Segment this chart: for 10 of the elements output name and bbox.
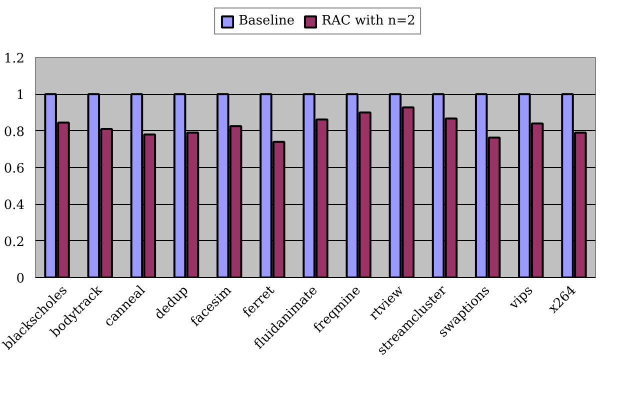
y-tick-label: 0.8	[4, 124, 25, 140]
legend-label: RAC with n=2	[322, 14, 416, 28]
y-tick-label: 0.2	[4, 234, 25, 250]
y-tick-label: 0.6	[4, 162, 25, 176]
legend-label: Baseline	[238, 14, 295, 28]
x-tick-label: vips	[506, 283, 536, 314]
y-tick-label: 0	[16, 272, 25, 286]
y-tick-label: 1.2	[4, 52, 25, 66]
y-tick-label: 1	[16, 88, 25, 104]
y-tick-label: 0.4	[4, 198, 25, 214]
